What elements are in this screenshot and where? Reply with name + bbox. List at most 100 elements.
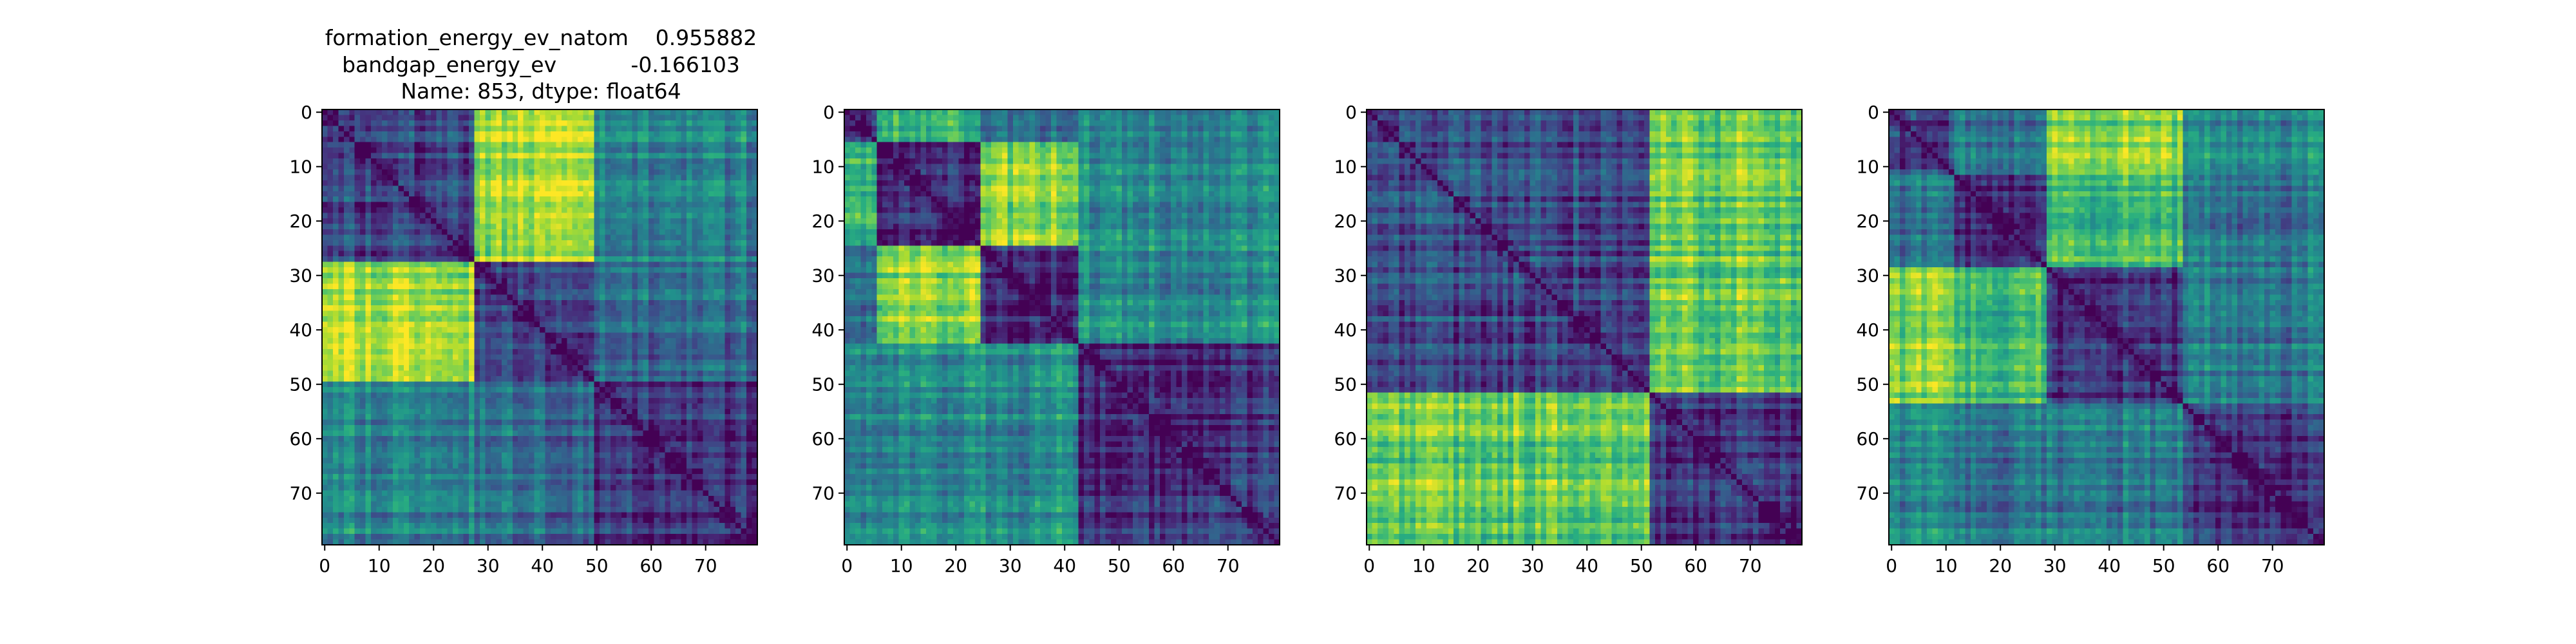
heatmap-cell (387, 245, 393, 252)
heatmap-cell (398, 305, 404, 312)
heatmap-cell (458, 294, 464, 301)
heatmap-cell (730, 337, 736, 344)
heatmap-cell (381, 310, 388, 317)
heatmap-cell (469, 337, 475, 344)
heatmap-cell (746, 321, 753, 328)
heatmap-cell (360, 419, 366, 426)
heatmap-cell (714, 251, 720, 257)
heatmap-cell (572, 202, 578, 208)
heatmap-cell (572, 370, 578, 377)
heatmap-cell (616, 408, 622, 415)
heatmap-cell (730, 283, 736, 290)
heatmap-cell (501, 142, 507, 148)
heatmap-cell (589, 425, 595, 431)
heatmap-cell (414, 180, 421, 186)
heatmap-cell (474, 310, 480, 317)
heatmap-cell (605, 272, 611, 279)
heatmap-cell (752, 441, 758, 448)
heatmap-cell (441, 109, 448, 116)
heatmap-cell (687, 359, 693, 366)
heatmap-cell (332, 158, 339, 165)
heatmap-cell (670, 126, 676, 132)
heatmap-cell (741, 283, 747, 290)
heatmap-cell (403, 386, 410, 393)
heatmap-cell (643, 403, 649, 410)
heatmap-cell (381, 196, 388, 203)
heatmap-cell (654, 392, 660, 399)
heatmap-cell (431, 272, 437, 279)
heatmap-cell (420, 316, 426, 323)
heatmap-cell (463, 430, 469, 437)
heatmap-cell (703, 365, 709, 372)
heatmap-cell (735, 245, 742, 252)
heatmap-cell (322, 305, 328, 312)
heatmap-cell (730, 256, 736, 263)
heatmap-cell (485, 180, 491, 186)
heatmap-cell (643, 131, 649, 137)
heatmap-cell (567, 180, 573, 186)
heatmap-cell (518, 234, 524, 241)
heatmap-cell (322, 436, 328, 442)
heatmap-cell (561, 414, 567, 421)
heatmap-cell (322, 283, 328, 290)
heatmap-cell (687, 425, 693, 431)
heatmap-cell (665, 283, 671, 290)
heatmap-cell (523, 223, 529, 230)
heatmap-cell (332, 109, 339, 116)
heatmap-cell (485, 115, 491, 121)
heatmap-cell (474, 359, 480, 366)
heatmap-cell (697, 397, 704, 404)
heatmap-cell (659, 441, 665, 448)
heatmap-cell (692, 294, 698, 301)
heatmap-cell (583, 158, 589, 165)
heatmap-cell (550, 419, 556, 426)
heatmap-cell (627, 386, 633, 393)
heatmap-cell (583, 403, 589, 410)
heatmap-cell (469, 283, 475, 290)
heatmap-cell (420, 430, 426, 437)
heatmap-cell (561, 365, 567, 372)
heatmap-cell (659, 120, 665, 126)
heatmap-cell (545, 229, 551, 235)
heatmap-cell (561, 120, 567, 126)
heatmap-cell (659, 153, 665, 159)
heatmap-cell (735, 392, 742, 399)
heatmap-cell (496, 196, 502, 203)
heatmap-cell (643, 436, 649, 442)
heatmap-cell (327, 147, 334, 154)
heatmap-cell (447, 278, 453, 284)
heatmap-cell (583, 261, 589, 268)
heatmap-cell (649, 370, 655, 377)
heatmap-cell (654, 365, 660, 372)
heatmap-cell (643, 207, 649, 214)
heatmap-cell (752, 425, 758, 431)
heatmap-cell (409, 321, 415, 328)
heatmap-cell (420, 337, 426, 344)
heatmap-cell (332, 207, 339, 214)
heatmap-cell (436, 376, 442, 383)
heatmap-cell (654, 359, 660, 366)
heatmap-cell (697, 218, 704, 225)
heatmap-cell (441, 446, 448, 453)
heatmap-cell (398, 321, 404, 328)
heatmap-cell (540, 158, 546, 165)
heatmap-cell (589, 267, 595, 274)
heatmap-cell (447, 321, 453, 328)
heatmap-cell (469, 115, 475, 121)
heatmap-cell (431, 175, 437, 181)
heatmap-cell (540, 354, 546, 361)
heatmap-cell (540, 153, 546, 159)
heatmap-cell (360, 425, 366, 431)
heatmap-cell (687, 218, 693, 225)
heatmap-cell (518, 207, 524, 214)
heatmap-cell (567, 365, 573, 372)
heatmap-cell (687, 403, 693, 410)
heatmap-cell (343, 278, 350, 284)
heatmap-cell (610, 419, 616, 426)
heatmap-cell (665, 126, 671, 132)
heatmap-cell (414, 305, 421, 312)
heatmap-cell (567, 245, 573, 252)
heatmap-cell (654, 430, 660, 437)
heatmap-cell (420, 327, 426, 334)
heatmap-cell (376, 256, 383, 263)
